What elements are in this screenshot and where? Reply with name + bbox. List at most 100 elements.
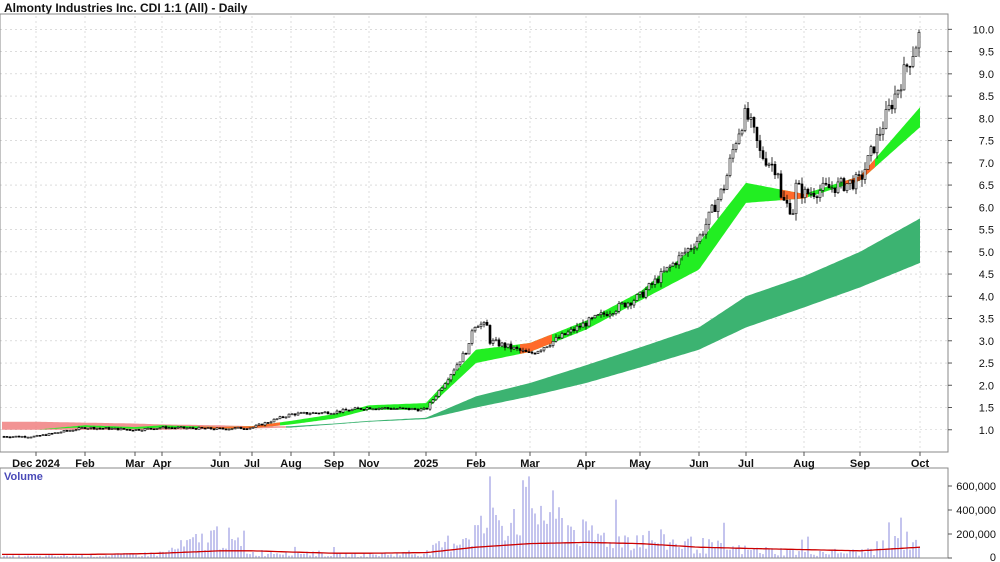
price-bar-body <box>899 89 903 92</box>
price-bar-body <box>620 302 624 305</box>
price-bar-body <box>836 181 840 193</box>
price-bar-body <box>527 351 531 353</box>
price-bar-body <box>182 426 186 429</box>
price-bar-body <box>872 146 876 154</box>
price-y-tick-label: 3.0 <box>979 336 994 348</box>
price-bar-body <box>506 343 510 348</box>
price-bar-body <box>104 427 108 429</box>
x-tick-label: Jun <box>210 458 230 470</box>
price-bar-body <box>686 248 690 253</box>
price-y-tick-label: 8.5 <box>979 91 994 103</box>
price-bar-body <box>137 429 141 431</box>
price-bar-body <box>263 422 267 426</box>
price-bar-body <box>776 173 780 176</box>
volume-average-layer <box>2 541 921 556</box>
price-bar-body <box>254 424 258 428</box>
price-bar-body <box>404 407 408 410</box>
price-bar-body <box>326 411 330 415</box>
price-bar-body <box>356 407 360 410</box>
price-bar-body <box>230 428 234 431</box>
price-bar-body <box>434 396 438 401</box>
price-bar-body <box>650 283 654 285</box>
price-bar-body <box>596 314 600 316</box>
price-y-tick-label: 7.0 <box>979 158 994 170</box>
price-bar-body <box>161 426 165 429</box>
price-bar-body <box>500 342 504 347</box>
price-bar-body <box>245 428 249 431</box>
price-bar-body <box>815 196 819 198</box>
price-bar-body <box>227 428 231 431</box>
price-bar-body <box>2 436 6 438</box>
price-bar-body <box>35 435 39 437</box>
price-bar-body <box>119 428 123 431</box>
price-bar-body <box>272 418 276 423</box>
price-bar-body <box>554 337 558 342</box>
price-bar-body <box>809 193 813 195</box>
price-bar-body <box>674 262 678 266</box>
price-bar-body <box>92 426 96 430</box>
price-bar-body <box>113 427 117 430</box>
price-bar-body <box>50 432 54 435</box>
price-bar-body <box>371 408 375 411</box>
price-bar-body <box>644 289 648 298</box>
price-bar-body <box>407 407 411 411</box>
price-bar-body <box>860 174 864 180</box>
price-bar-body <box>413 408 417 410</box>
price-bar-body <box>395 408 399 410</box>
price-bar-body <box>587 317 591 327</box>
price-bar-body <box>737 133 741 144</box>
price-bar-body <box>851 179 855 190</box>
volume-y-tick-label: 200,000 <box>956 529 996 541</box>
price-bar-body <box>8 436 12 439</box>
price-bar-body <box>830 187 834 190</box>
price-bar-body <box>863 169 867 180</box>
price-bar-body <box>467 343 471 355</box>
price-bar-body <box>86 428 90 430</box>
price-bar-body <box>212 428 216 431</box>
price-bar-body <box>701 233 705 236</box>
price-bar-body <box>401 407 405 410</box>
price-bar-body <box>476 326 480 329</box>
price-bar-body <box>365 407 369 410</box>
price-bar-body <box>329 413 333 415</box>
price-bar-body <box>749 117 753 120</box>
price-bar-body <box>521 349 525 352</box>
price-bar-body <box>323 411 327 414</box>
price-bar-body <box>290 413 294 416</box>
price-bar-body <box>632 300 636 306</box>
price-y-tick-label: 4.5 <box>979 269 994 281</box>
price-bar-body <box>782 197 786 201</box>
price-bar-body <box>425 407 429 410</box>
price-bar-body <box>485 321 489 326</box>
axes-layer <box>0 13 952 559</box>
price-bar-body <box>146 427 150 430</box>
price-bar-body <box>458 361 462 366</box>
price-bar-body <box>398 407 402 410</box>
price-bar-body <box>611 313 615 316</box>
x-tick-label: Oct <box>911 458 930 470</box>
price-bar-body <box>707 211 711 225</box>
x-tick-label: Feb <box>75 458 95 470</box>
price-bar-body <box>65 430 69 432</box>
price-bar-body <box>134 429 138 431</box>
price-bar-body <box>389 408 393 410</box>
price-bar-body <box>341 408 345 413</box>
price-bar-body <box>380 407 384 410</box>
price-bar-body <box>557 337 561 339</box>
price-bar-body <box>728 157 732 176</box>
price-bar-body <box>455 364 459 371</box>
price-bar-body <box>704 223 708 235</box>
price-y-tick-label: 7.5 <box>979 136 994 148</box>
price-bar-body <box>887 104 891 110</box>
price-bar-body <box>713 204 717 212</box>
price-bar-body <box>560 333 564 339</box>
price-bar-body <box>308 413 312 415</box>
price-y-tick-label: 10.0 <box>973 24 994 36</box>
price-bar-body <box>218 427 222 430</box>
price-y-tick-label: 9.5 <box>979 47 994 59</box>
price-bar-body <box>11 436 15 438</box>
price-bar-body <box>482 321 486 325</box>
price-bar-body <box>128 429 132 431</box>
price-bar-body <box>353 407 357 410</box>
